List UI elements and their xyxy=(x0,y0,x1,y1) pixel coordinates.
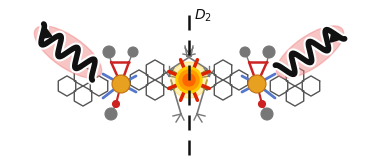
Ellipse shape xyxy=(34,26,102,78)
Circle shape xyxy=(263,46,275,58)
Ellipse shape xyxy=(276,26,344,78)
Circle shape xyxy=(171,62,207,98)
Circle shape xyxy=(113,100,119,108)
Circle shape xyxy=(179,70,199,90)
Circle shape xyxy=(259,100,265,108)
Circle shape xyxy=(105,108,117,120)
Circle shape xyxy=(128,47,138,57)
Circle shape xyxy=(176,67,202,93)
Circle shape xyxy=(112,75,130,93)
Circle shape xyxy=(103,46,115,58)
Circle shape xyxy=(183,74,195,86)
Circle shape xyxy=(261,108,273,120)
Circle shape xyxy=(248,75,266,93)
Circle shape xyxy=(240,47,250,57)
Text: $\mathit{D}_2$: $\mathit{D}_2$ xyxy=(194,8,212,24)
